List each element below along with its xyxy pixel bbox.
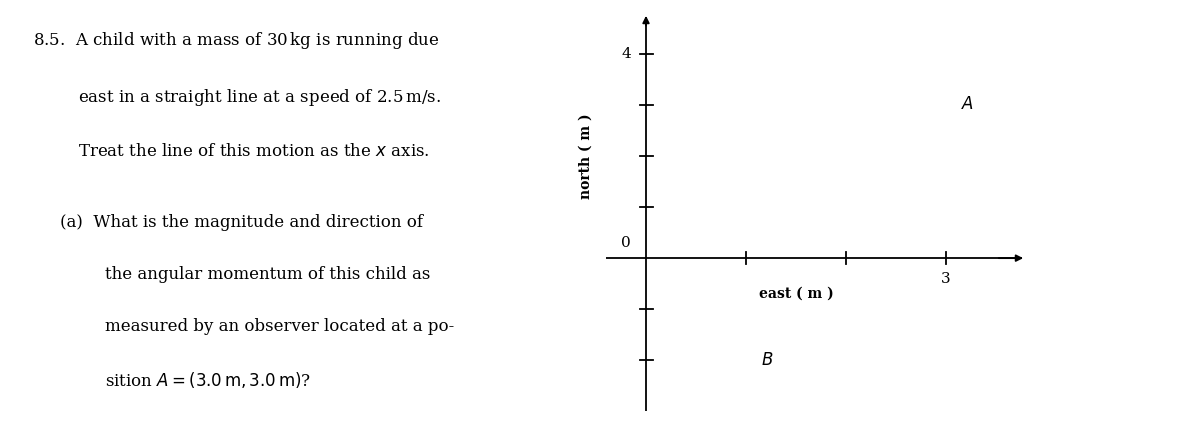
Text: east ( m ): east ( m ) bbox=[758, 286, 833, 300]
Text: Treat the line of this motion as the $x$ axis.: Treat the line of this motion as the $x$… bbox=[78, 143, 430, 160]
Text: 8.5.  A child with a mass of 30$\,$kg is running due: 8.5. A child with a mass of 30$\,$kg is … bbox=[34, 30, 439, 51]
Text: (a)  What is the magnitude and direction of: (a) What is the magnitude and direction … bbox=[60, 214, 424, 231]
Text: east in a straight line at a speed of 2.5$\,$m/s.: east in a straight line at a speed of 2.… bbox=[78, 87, 442, 107]
Text: 4: 4 bbox=[622, 47, 631, 61]
Text: north ( m ): north ( m ) bbox=[580, 113, 593, 199]
Text: measured by an observer located at a po-: measured by an observer located at a po- bbox=[106, 318, 455, 335]
Text: the angular momentum of this child as: the angular momentum of this child as bbox=[106, 266, 431, 283]
Text: 3: 3 bbox=[941, 272, 950, 287]
Text: 0: 0 bbox=[622, 236, 631, 250]
Text: $B$: $B$ bbox=[761, 352, 773, 369]
Text: sition $A = (3.0\,\mathrm{m}, 3.0\,\mathrm{m})$?: sition $A = (3.0\,\mathrm{m}, 3.0\,\math… bbox=[106, 370, 311, 390]
Text: $A$: $A$ bbox=[961, 97, 974, 113]
